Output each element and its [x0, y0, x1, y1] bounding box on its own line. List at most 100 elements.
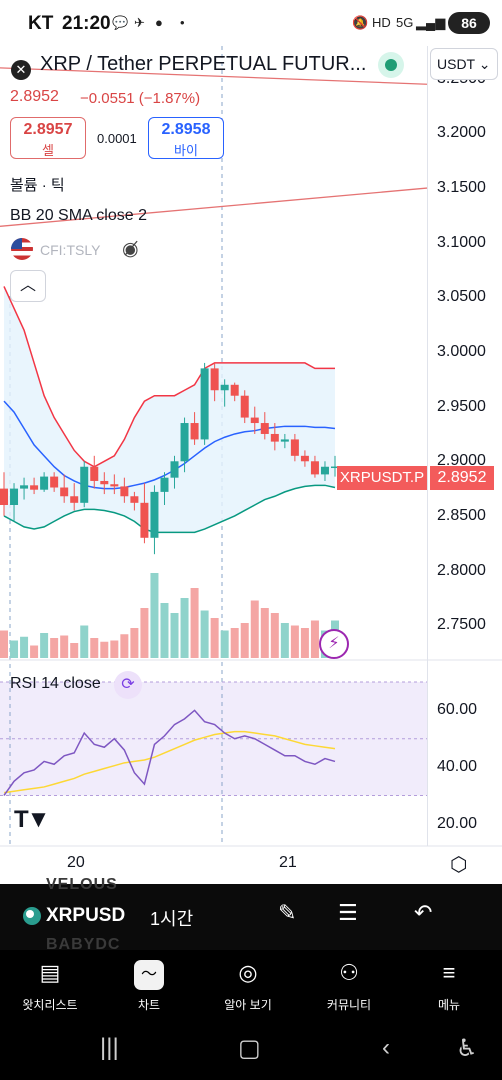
recent-apps-icon[interactable]: |||	[100, 1034, 119, 1061]
candle-body	[0, 488, 8, 505]
price-axis-tick: 2.7500	[437, 616, 486, 634]
compass-icon: ◎	[238, 960, 258, 985]
price-axis-tick: 2.9500	[437, 397, 486, 415]
eye-off-icon[interactable]: ◉̸	[122, 239, 139, 260]
candle-body	[160, 477, 169, 492]
price-axis[interactable]	[427, 46, 502, 846]
bb-lower-line	[3, 484, 336, 534]
chart-icon: 〜	[134, 960, 164, 990]
xrp-symbol-icon	[23, 907, 41, 925]
volume-bar	[60, 635, 69, 658]
volume-bar	[160, 603, 169, 658]
signal-icon: ▂▄▆	[416, 15, 446, 30]
volume-bar	[140, 608, 149, 658]
telegram-icon: ✈	[134, 15, 145, 30]
market-open-icon[interactable]	[378, 52, 404, 78]
volume-legend[interactable]: 볼륨 · 틱	[10, 177, 65, 194]
candle-body	[110, 484, 119, 487]
price-axis-tick: 2.8000	[437, 561, 486, 579]
candle-body	[190, 423, 199, 440]
bb-legend[interactable]: BB 20 SMA close 2	[10, 207, 147, 224]
nav-label: 커뮤니티	[326, 998, 372, 1012]
settings-icon[interactable]: ⬡	[450, 854, 468, 876]
sell-price: 2.8957	[23, 121, 73, 138]
indicators-icon[interactable]: ☰	[338, 900, 358, 925]
rsi-axis-tick: 40.00	[437, 758, 478, 776]
price-axis-tick: 3.1000	[437, 233, 486, 251]
volume-bar	[0, 630, 8, 658]
sell-button[interactable]: 2.8957 셀	[10, 117, 86, 159]
carrier-name: KT	[28, 13, 54, 34]
volume-bar	[40, 633, 49, 658]
volume-bar	[190, 588, 199, 658]
candle-body	[10, 488, 19, 505]
menu-icon: ≡	[442, 960, 456, 985]
volume-bar	[70, 643, 79, 658]
rsi-legend[interactable]: RSI 14 close	[10, 675, 101, 692]
volume-bar	[220, 630, 229, 658]
last-price: 2.8952	[10, 88, 59, 105]
chart-toolbar	[0, 884, 502, 950]
candle-body	[270, 433, 279, 442]
buy-price: 2.8958	[161, 121, 211, 138]
candle-body	[100, 480, 109, 485]
nav-menu[interactable]: ≡ 메뉴	[404, 960, 494, 1013]
candle-body	[60, 487, 69, 497]
volume-bar	[150, 573, 159, 658]
current-price-tag: 2.8952	[430, 466, 494, 490]
mute-icon: 🔕	[352, 15, 369, 30]
compare-line	[0, 67, 428, 85]
compare-symbol-legend[interactable]: CFI:TSLY	[40, 242, 101, 258]
candle-body	[220, 384, 229, 391]
candle-body	[30, 485, 39, 490]
candle-body	[140, 502, 149, 538]
price-axis-tick: 3.0000	[437, 343, 486, 360]
undo-icon[interactable]: ↶	[414, 900, 433, 925]
candle-body	[240, 395, 249, 418]
volume-bar	[250, 600, 259, 658]
status-time: 21:20	[62, 13, 111, 34]
refresh-icon[interactable]: ⟳	[114, 671, 142, 699]
nav-chart[interactable]: 〜 차트	[104, 960, 194, 1013]
lightning-icon[interactable]: ⚡	[319, 629, 349, 659]
price-change: −0.0551 (−1.87%)	[80, 90, 201, 107]
interval-selector[interactable]: 1시간	[150, 909, 194, 929]
nav-watchlist[interactable]: ▤ 왓치리스트	[5, 960, 95, 1013]
volume-bar	[100, 641, 109, 658]
volume-bar	[230, 628, 239, 658]
buy-button[interactable]: 2.8958 바이	[148, 117, 224, 159]
volume-bar	[120, 634, 129, 658]
candle-body	[20, 485, 29, 489]
talk-icon: 💬	[112, 15, 129, 30]
volume-bar	[200, 610, 209, 658]
bb-upper-line	[3, 286, 335, 468]
home-icon[interactable]: ▢	[238, 1035, 261, 1062]
collapse-legend-button[interactable]: ︿	[10, 270, 46, 302]
candle-body	[260, 423, 269, 434]
back-icon[interactable]: ‹	[382, 1034, 390, 1061]
bottom-nav	[0, 950, 502, 1022]
nav-community[interactable]: ⚇ 커뮤니티	[304, 960, 394, 1013]
nav-label: 메뉴	[437, 998, 461, 1012]
candle-body	[280, 439, 289, 442]
volume-bar	[10, 640, 19, 658]
nav-explore[interactable]: ◎ 알아 보기	[203, 960, 293, 1013]
rsi-axis-tick: 60.00	[437, 701, 478, 719]
chart-canvas[interactable]	[0, 46, 502, 884]
volume-bar	[270, 613, 279, 658]
volume-bar	[110, 640, 119, 658]
toolbar-symbol[interactable]: XRPUSD	[46, 905, 126, 926]
symbol-title[interactable]: XRP / Tether PERPETUAL FUTUR...	[40, 53, 367, 75]
pencil-icon[interactable]: ✎	[278, 900, 297, 925]
currency-select[interactable]: USDT ⌄	[430, 48, 498, 80]
volume-bar	[280, 623, 289, 658]
price-axis-tick: 3.0500	[437, 288, 486, 306]
accessibility-icon[interactable]: ♿	[456, 1035, 478, 1062]
candle-body	[320, 466, 329, 475]
status-bar: KT 21:20 💬 ✈ ● • 🔕 HD 5G ▂▄▆ 86	[0, 0, 502, 46]
rsi-axis-tick: 20.00	[437, 814, 478, 832]
volume-bar	[130, 628, 139, 658]
rsi-ma-line	[3, 730, 336, 794]
price-axis-tick: 2.8500	[437, 506, 486, 524]
watchlist-icon: ▤	[39, 960, 61, 985]
